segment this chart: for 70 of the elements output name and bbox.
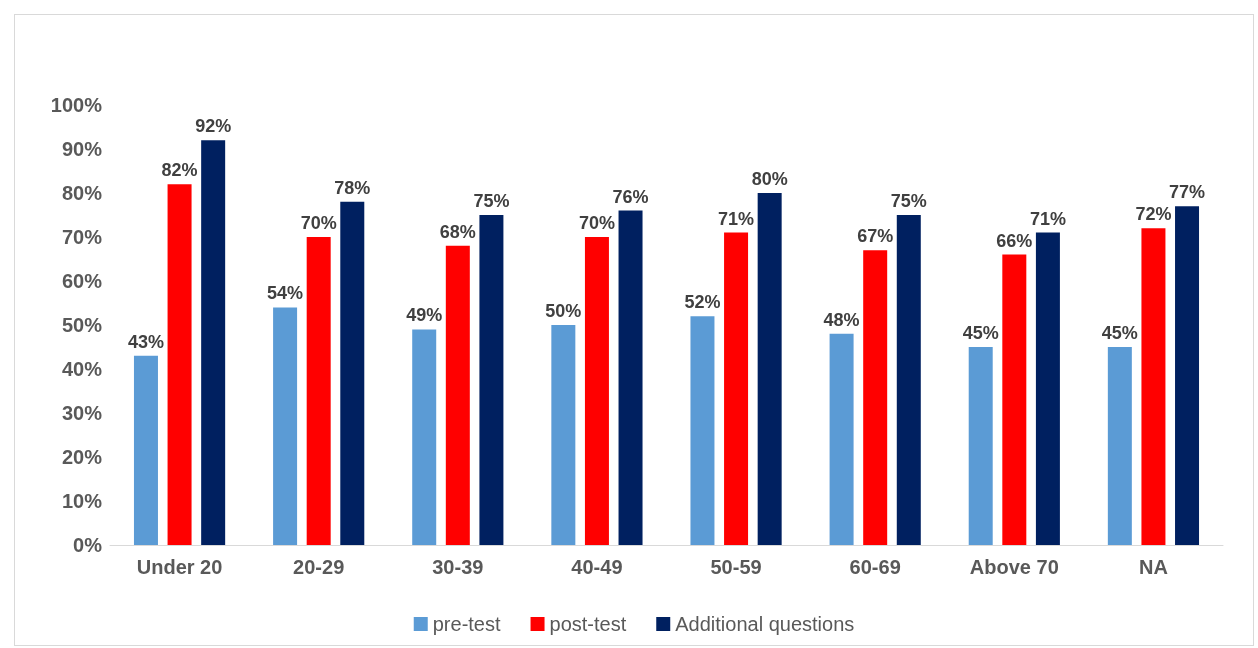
legend-label: Additional questions [675, 613, 855, 635]
y-tick-label: 20% [61, 446, 103, 468]
data-label: 70% [578, 213, 615, 233]
bar [829, 333, 854, 545]
bar [724, 232, 749, 545]
data-label: 75% [890, 191, 927, 211]
data-label: 76% [612, 186, 649, 207]
bar [340, 201, 365, 545]
x-tick-label: 40-49 [571, 556, 623, 578]
x-tick-label: 50-59 [710, 556, 762, 578]
bar [584, 237, 609, 545]
y-tick-label: 70% [61, 226, 103, 248]
bar [273, 307, 298, 545]
y-tick-label: 50% [61, 314, 103, 336]
bar [167, 184, 192, 545]
bar [412, 329, 437, 545]
bar [968, 347, 993, 545]
bar [201, 140, 226, 545]
bar [1175, 206, 1200, 545]
y-tick-label: 90% [61, 138, 103, 160]
bar [306, 237, 331, 545]
data-label: 82% [161, 160, 198, 181]
bar [757, 193, 782, 545]
y-tick-label: 60% [61, 270, 103, 292]
data-label: 71% [718, 208, 755, 229]
data-label: 66% [996, 230, 1033, 251]
data-label: 52% [684, 292, 721, 313]
bar [445, 245, 470, 545]
data-label: 75% [473, 191, 510, 211]
y-tick-label: 40% [61, 358, 103, 380]
y-tick-label: 10% [61, 490, 103, 512]
x-tick-label: NA [1138, 556, 1168, 578]
data-label: 77% [1169, 182, 1206, 203]
x-tick-label: 30-39 [432, 556, 484, 578]
bar [863, 250, 888, 545]
bar [690, 316, 715, 545]
data-label: 45% [962, 323, 999, 343]
data-label: 67% [857, 226, 894, 247]
x-tick-label: 20-29 [293, 556, 345, 578]
y-tick-label: 30% [61, 402, 103, 424]
x-tick-label: Under 20 [136, 556, 223, 578]
bar [1035, 232, 1060, 545]
bar [133, 355, 158, 545]
y-tick-label: 100% [50, 94, 103, 116]
bar [618, 210, 643, 545]
bar [1141, 228, 1166, 545]
data-label: 68% [439, 221, 476, 242]
x-tick-label: Above 70 [969, 556, 1059, 578]
bar [479, 215, 504, 545]
data-label: 43% [127, 331, 164, 352]
data-label: 50% [545, 301, 582, 321]
bar [896, 215, 921, 545]
data-label: 70% [300, 213, 337, 233]
x-tick-label: 60-69 [849, 556, 901, 578]
legend-label: pre-test [432, 613, 501, 635]
data-label: 54% [267, 283, 304, 304]
legend-label: post-test [549, 613, 627, 635]
bar [1002, 254, 1027, 545]
y-tick-label: 0% [73, 534, 103, 556]
data-label: 49% [406, 305, 443, 326]
data-label: 92% [195, 116, 232, 137]
data-label: 80% [751, 169, 788, 189]
bar [551, 325, 576, 545]
data-label: 71% [1029, 208, 1066, 229]
data-label: 78% [334, 177, 371, 198]
y-tick-label: 80% [61, 182, 103, 204]
data-label: 48% [823, 309, 860, 330]
data-label: 72% [1135, 204, 1172, 225]
data-label: 45% [1101, 323, 1138, 343]
bar [1107, 347, 1132, 545]
